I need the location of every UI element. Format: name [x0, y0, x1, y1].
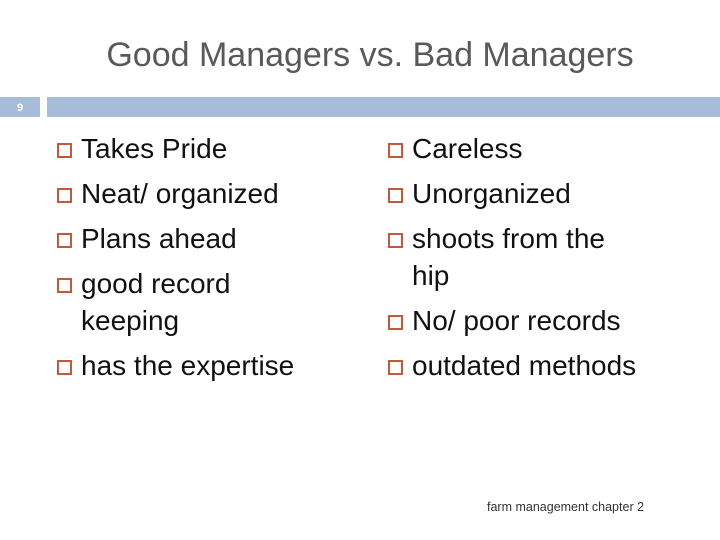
checkbox-bullet-icon: [57, 233, 72, 248]
list-item-text: has the expertise: [81, 350, 295, 381]
list-item-text: good record keeping: [81, 268, 231, 336]
checkbox-bullet-icon: [388, 143, 403, 158]
list-item-text: Neat/ organized: [81, 178, 279, 209]
slide-number-box: [0, 97, 40, 117]
bad-managers-column: Careless Unorganized shoots from the hip…: [388, 130, 688, 392]
checkbox-bullet-icon: [57, 360, 72, 375]
checkbox-bullet-icon: [388, 233, 403, 248]
good-managers-column: Takes Pride Neat/ organized Plans ahead …: [57, 130, 347, 392]
list-item-text: Plans ahead: [81, 223, 237, 254]
checkbox-bullet-icon: [57, 278, 72, 293]
header-accent-bar: [47, 97, 720, 117]
list-item-text: Unorganized: [412, 178, 571, 209]
list-item: No/ poor records: [388, 302, 688, 339]
checkbox-bullet-icon: [388, 360, 403, 375]
good-managers-list: Takes Pride Neat/ organized Plans ahead …: [57, 130, 347, 384]
list-item: Neat/ organized: [57, 175, 347, 212]
list-item: shoots from the hip: [388, 220, 642, 294]
checkbox-bullet-icon: [388, 188, 403, 203]
list-item: Takes Pride: [57, 130, 347, 167]
checkbox-bullet-icon: [388, 315, 403, 330]
list-item-text: Takes Pride: [81, 133, 228, 164]
list-item: outdated methods: [388, 347, 688, 384]
slide-footer: farm management chapter 2: [487, 500, 645, 514]
slide-number: 9: [16, 102, 24, 114]
list-item: good record keeping: [57, 265, 281, 339]
list-item: Careless: [388, 130, 688, 167]
list-item: Plans ahead: [57, 220, 347, 257]
list-item-text: shoots from the hip: [412, 223, 605, 291]
list-item-text: outdated methods: [412, 350, 637, 381]
list-item-text: No/ poor records: [412, 305, 621, 336]
checkbox-bullet-icon: [57, 188, 72, 203]
list-item: has the expertise: [57, 347, 347, 384]
checkbox-bullet-icon: [57, 143, 72, 158]
list-item: Unorganized: [388, 175, 688, 212]
list-item-text: Careless: [412, 133, 523, 164]
slide-title: Good Managers vs. Bad Managers: [106, 36, 634, 74]
bad-managers-list: Careless Unorganized shoots from the hip…: [388, 130, 688, 384]
